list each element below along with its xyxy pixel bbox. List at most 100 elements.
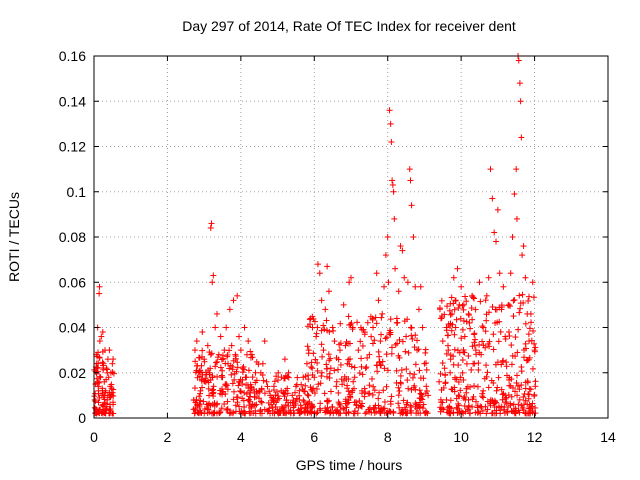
data-point [526,325,533,332]
data-point [420,401,427,408]
data-point [316,405,323,412]
data-point [349,324,356,331]
data-point [370,383,377,390]
data-point [388,393,395,400]
data-point [395,392,402,399]
data-point [235,382,242,389]
data-point [362,365,369,372]
data-point [243,391,250,398]
data-point [258,399,265,406]
data-point [468,366,475,373]
data-point [508,342,515,349]
data-point [483,373,490,380]
data-point [398,366,405,373]
data-point [324,404,331,411]
data-point [460,317,467,324]
data-point [456,393,463,400]
data-point [104,396,111,403]
data-point [204,342,211,349]
x-axis-label: GPS time / hours [296,457,403,473]
data-point [437,315,444,322]
data-point [387,408,394,415]
data-point [527,310,534,317]
data-point [393,315,400,322]
data-point [492,320,499,327]
data-point [213,359,220,366]
data-point [92,381,99,388]
data-point [349,387,356,394]
data-point [261,390,268,397]
data-point [437,396,444,403]
data-point [438,314,445,321]
data-point [223,382,230,389]
data-point [362,410,369,417]
data-point [509,234,516,240]
data-point [382,252,389,259]
data-point [294,374,301,381]
data-point [335,389,342,396]
data-point [405,349,412,356]
data-point [287,407,294,414]
data-point [234,292,241,299]
data-point [110,356,117,363]
data-point [212,324,219,331]
data-point [96,338,103,345]
y-tick-label: 0.02 [59,365,86,381]
data-point [344,382,351,389]
data-point [224,386,231,393]
data-point [386,107,393,114]
data-point [335,356,342,363]
data-point [219,389,226,396]
data-point [306,409,313,416]
data-point [283,409,290,416]
data-point [471,342,478,349]
data-point [495,374,502,381]
data-point [230,396,237,403]
data-point [281,375,288,382]
data-point [500,406,507,413]
data-point [494,359,501,366]
data-point [327,365,334,372]
data-point [483,292,490,299]
data-point [226,365,233,372]
data-point [404,316,411,323]
data-point [419,324,426,331]
data-point [438,405,445,412]
data-point [409,374,416,381]
data-point [424,388,431,395]
data-point [362,389,369,396]
data-point [467,325,474,332]
data-point [401,274,408,281]
data-point [96,283,103,290]
data-point [437,408,444,415]
data-point [291,389,298,396]
data-point [511,191,518,198]
data-point [419,405,426,412]
data-point [292,400,299,407]
data-point [247,393,254,400]
data-point [489,303,496,310]
data-point [382,335,389,342]
data-point [416,367,423,374]
data-point [381,405,388,412]
data-point [380,387,387,394]
data-point [357,338,364,345]
data-point [344,360,351,367]
data-point [508,393,515,400]
data-point [318,369,325,376]
data-point [515,326,522,333]
data-point [517,300,524,307]
chart-title: Day 297 of 2014, Rate Of TEC Index for r… [182,18,516,34]
data-point [507,303,514,310]
data-point [336,410,343,417]
data-point [191,410,198,417]
data-point [351,374,358,381]
data-point [304,391,311,398]
data-point [514,382,521,389]
data-point [516,396,523,403]
data-point [205,406,212,413]
data-point [207,224,214,231]
data-point [245,338,252,345]
data-point [335,399,342,406]
data-point [490,379,497,386]
